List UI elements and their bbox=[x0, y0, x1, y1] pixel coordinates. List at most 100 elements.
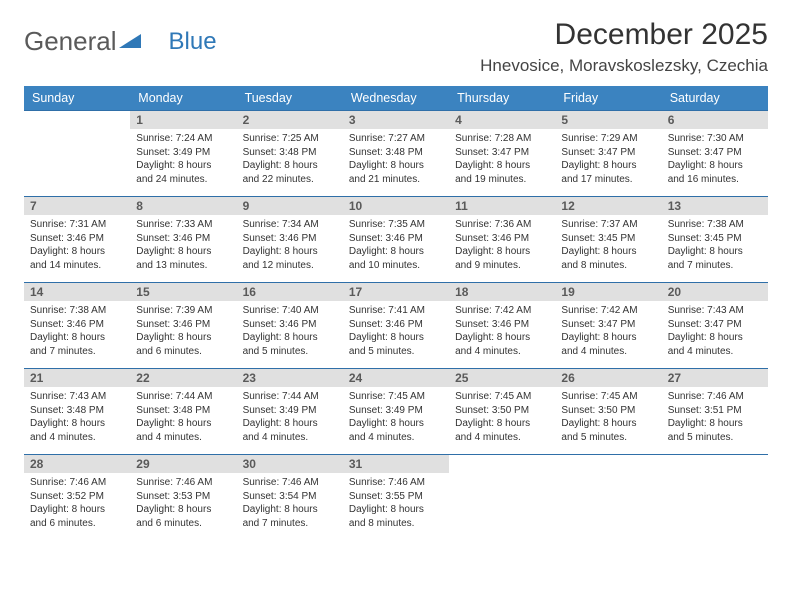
day-number: 3 bbox=[343, 110, 449, 129]
calendar-day-cell: 16Sunrise: 7:40 AMSunset: 3:46 PMDayligh… bbox=[237, 282, 343, 368]
day-number: 13 bbox=[662, 196, 768, 215]
weekday-header: Monday bbox=[130, 86, 236, 110]
day-number: 12 bbox=[555, 196, 661, 215]
calendar-week-row: 28Sunrise: 7:46 AMSunset: 3:52 PMDayligh… bbox=[24, 454, 768, 540]
calendar-day-cell: 29Sunrise: 7:46 AMSunset: 3:53 PMDayligh… bbox=[130, 454, 236, 540]
calendar-day-cell: 21Sunrise: 7:43 AMSunset: 3:48 PMDayligh… bbox=[24, 368, 130, 454]
calendar-day-cell: 23Sunrise: 7:44 AMSunset: 3:49 PMDayligh… bbox=[237, 368, 343, 454]
calendar-day-cell: 9Sunrise: 7:34 AMSunset: 3:46 PMDaylight… bbox=[237, 196, 343, 282]
logo-triangle-icon bbox=[119, 26, 141, 57]
day-details: Sunrise: 7:45 AMSunset: 3:50 PMDaylight:… bbox=[555, 387, 661, 450]
day-details: Sunrise: 7:38 AMSunset: 3:46 PMDaylight:… bbox=[24, 301, 130, 364]
day-details: Sunrise: 7:46 AMSunset: 3:52 PMDaylight:… bbox=[24, 473, 130, 536]
calendar-day-cell: 25Sunrise: 7:45 AMSunset: 3:50 PMDayligh… bbox=[449, 368, 555, 454]
day-details: Sunrise: 7:38 AMSunset: 3:45 PMDaylight:… bbox=[662, 215, 768, 278]
weekday-header: Saturday bbox=[662, 86, 768, 110]
day-number: 19 bbox=[555, 282, 661, 301]
day-number: 14 bbox=[24, 282, 130, 301]
title-block: December 2025 Hnevosice, Moravskoslezsky… bbox=[480, 18, 768, 76]
day-details: Sunrise: 7:42 AMSunset: 3:47 PMDaylight:… bbox=[555, 301, 661, 364]
weekday-header: Tuesday bbox=[237, 86, 343, 110]
calendar-week-row: 21Sunrise: 7:43 AMSunset: 3:48 PMDayligh… bbox=[24, 368, 768, 454]
weekday-header: Sunday bbox=[24, 86, 130, 110]
calendar-day-cell: 27Sunrise: 7:46 AMSunset: 3:51 PMDayligh… bbox=[662, 368, 768, 454]
day-number: 17 bbox=[343, 282, 449, 301]
weekday-header: Friday bbox=[555, 86, 661, 110]
day-number: 30 bbox=[237, 454, 343, 473]
day-number: 11 bbox=[449, 196, 555, 215]
day-number: 16 bbox=[237, 282, 343, 301]
calendar-day-cell: 19Sunrise: 7:42 AMSunset: 3:47 PMDayligh… bbox=[555, 282, 661, 368]
day-number: 8 bbox=[130, 196, 236, 215]
day-number: 2 bbox=[237, 110, 343, 129]
day-details: Sunrise: 7:43 AMSunset: 3:48 PMDaylight:… bbox=[24, 387, 130, 450]
day-details: Sunrise: 7:46 AMSunset: 3:55 PMDaylight:… bbox=[343, 473, 449, 536]
calendar-day-cell: 5Sunrise: 7:29 AMSunset: 3:47 PMDaylight… bbox=[555, 110, 661, 196]
calendar-day-cell: 6Sunrise: 7:30 AMSunset: 3:47 PMDaylight… bbox=[662, 110, 768, 196]
calendar-day-cell: 20Sunrise: 7:43 AMSunset: 3:47 PMDayligh… bbox=[662, 282, 768, 368]
location-text: Hnevosice, Moravskoslezsky, Czechia bbox=[480, 56, 768, 76]
calendar-week-row: 7Sunrise: 7:31 AMSunset: 3:46 PMDaylight… bbox=[24, 196, 768, 282]
day-details: Sunrise: 7:30 AMSunset: 3:47 PMDaylight:… bbox=[662, 129, 768, 192]
day-details: Sunrise: 7:37 AMSunset: 3:45 PMDaylight:… bbox=[555, 215, 661, 278]
day-details: Sunrise: 7:35 AMSunset: 3:46 PMDaylight:… bbox=[343, 215, 449, 278]
day-number: 27 bbox=[662, 368, 768, 387]
day-number: 26 bbox=[555, 368, 661, 387]
calendar-day-cell: 7Sunrise: 7:31 AMSunset: 3:46 PMDaylight… bbox=[24, 196, 130, 282]
calendar-day-cell: 22Sunrise: 7:44 AMSunset: 3:48 PMDayligh… bbox=[130, 368, 236, 454]
day-details: Sunrise: 7:45 AMSunset: 3:50 PMDaylight:… bbox=[449, 387, 555, 450]
day-number: 5 bbox=[555, 110, 661, 129]
calendar-day-cell: 4Sunrise: 7:28 AMSunset: 3:47 PMDaylight… bbox=[449, 110, 555, 196]
month-title: December 2025 bbox=[480, 18, 768, 52]
calendar-table: SundayMondayTuesdayWednesdayThursdayFrid… bbox=[24, 86, 768, 540]
day-number: 20 bbox=[662, 282, 768, 301]
day-details: Sunrise: 7:44 AMSunset: 3:48 PMDaylight:… bbox=[130, 387, 236, 450]
day-details: Sunrise: 7:40 AMSunset: 3:46 PMDaylight:… bbox=[237, 301, 343, 364]
day-number: 28 bbox=[24, 454, 130, 473]
calendar-day-cell: 11Sunrise: 7:36 AMSunset: 3:46 PMDayligh… bbox=[449, 196, 555, 282]
weekday-header: Thursday bbox=[449, 86, 555, 110]
calendar-day-cell: 18Sunrise: 7:42 AMSunset: 3:46 PMDayligh… bbox=[449, 282, 555, 368]
brand-part2: Blue bbox=[169, 28, 217, 56]
day-details: Sunrise: 7:44 AMSunset: 3:49 PMDaylight:… bbox=[237, 387, 343, 450]
day-details: Sunrise: 7:46 AMSunset: 3:53 PMDaylight:… bbox=[130, 473, 236, 536]
calendar-day-cell: 14Sunrise: 7:38 AMSunset: 3:46 PMDayligh… bbox=[24, 282, 130, 368]
day-details: Sunrise: 7:46 AMSunset: 3:51 PMDaylight:… bbox=[662, 387, 768, 450]
calendar-day-cell bbox=[555, 454, 661, 540]
day-number: 29 bbox=[130, 454, 236, 473]
calendar-day-cell: 3Sunrise: 7:27 AMSunset: 3:48 PMDaylight… bbox=[343, 110, 449, 196]
day-details: Sunrise: 7:46 AMSunset: 3:54 PMDaylight:… bbox=[237, 473, 343, 536]
day-details: Sunrise: 7:43 AMSunset: 3:47 PMDaylight:… bbox=[662, 301, 768, 364]
day-number: 10 bbox=[343, 196, 449, 215]
day-number: 21 bbox=[24, 368, 130, 387]
day-number: 24 bbox=[343, 368, 449, 387]
day-number: 9 bbox=[237, 196, 343, 215]
day-number: 6 bbox=[662, 110, 768, 129]
day-number: 18 bbox=[449, 282, 555, 301]
day-number: 4 bbox=[449, 110, 555, 129]
calendar-week-row: 1Sunrise: 7:24 AMSunset: 3:49 PMDaylight… bbox=[24, 110, 768, 196]
day-details: Sunrise: 7:34 AMSunset: 3:46 PMDaylight:… bbox=[237, 215, 343, 278]
day-details: Sunrise: 7:28 AMSunset: 3:47 PMDaylight:… bbox=[449, 129, 555, 192]
weekday-header: Wednesday bbox=[343, 86, 449, 110]
brand-logo: General Blue bbox=[24, 18, 217, 57]
day-details: Sunrise: 7:24 AMSunset: 3:49 PMDaylight:… bbox=[130, 129, 236, 192]
calendar-day-cell: 2Sunrise: 7:25 AMSunset: 3:48 PMDaylight… bbox=[237, 110, 343, 196]
day-number: 23 bbox=[237, 368, 343, 387]
calendar-day-cell: 15Sunrise: 7:39 AMSunset: 3:46 PMDayligh… bbox=[130, 282, 236, 368]
day-details: Sunrise: 7:29 AMSunset: 3:47 PMDaylight:… bbox=[555, 129, 661, 192]
day-number: 31 bbox=[343, 454, 449, 473]
day-details: Sunrise: 7:25 AMSunset: 3:48 PMDaylight:… bbox=[237, 129, 343, 192]
day-details: Sunrise: 7:39 AMSunset: 3:46 PMDaylight:… bbox=[130, 301, 236, 364]
day-number: 25 bbox=[449, 368, 555, 387]
calendar-day-cell bbox=[662, 454, 768, 540]
calendar-day-cell bbox=[24, 110, 130, 196]
calendar-day-cell: 26Sunrise: 7:45 AMSunset: 3:50 PMDayligh… bbox=[555, 368, 661, 454]
day-number: 7 bbox=[24, 196, 130, 215]
calendar-day-cell: 24Sunrise: 7:45 AMSunset: 3:49 PMDayligh… bbox=[343, 368, 449, 454]
day-number: 15 bbox=[130, 282, 236, 301]
calendar-day-cell: 12Sunrise: 7:37 AMSunset: 3:45 PMDayligh… bbox=[555, 196, 661, 282]
calendar-day-cell: 17Sunrise: 7:41 AMSunset: 3:46 PMDayligh… bbox=[343, 282, 449, 368]
calendar-header-row: SundayMondayTuesdayWednesdayThursdayFrid… bbox=[24, 86, 768, 110]
calendar-day-cell bbox=[449, 454, 555, 540]
